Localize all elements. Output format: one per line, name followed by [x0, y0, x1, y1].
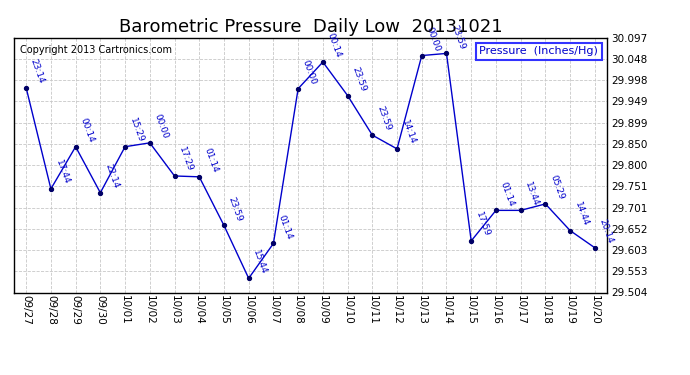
Point — [169, 173, 180, 179]
Point — [441, 50, 452, 56]
Text: 00:00: 00:00 — [301, 58, 318, 86]
Point — [219, 222, 230, 228]
Point — [589, 245, 600, 251]
Point — [317, 59, 328, 65]
Text: 01:14: 01:14 — [499, 180, 516, 208]
Point — [515, 207, 526, 213]
Point — [243, 275, 254, 281]
Text: 20:14: 20:14 — [598, 218, 615, 245]
Text: 17:59: 17:59 — [474, 211, 491, 238]
Text: 00:14: 00:14 — [326, 32, 343, 59]
Text: 23:59: 23:59 — [375, 105, 393, 132]
Point — [491, 207, 502, 213]
Point — [367, 132, 378, 138]
Text: 17:44: 17:44 — [54, 159, 71, 186]
Text: 01:14: 01:14 — [202, 147, 219, 174]
Text: 14:44: 14:44 — [573, 201, 590, 228]
Point — [70, 144, 81, 150]
Point — [268, 240, 279, 246]
Point — [342, 93, 353, 99]
Text: 23:59: 23:59 — [449, 23, 466, 51]
Text: 23:14: 23:14 — [29, 58, 46, 85]
Point — [391, 146, 402, 152]
Text: 01:14: 01:14 — [276, 213, 293, 241]
Text: 13:44: 13:44 — [524, 180, 541, 208]
Point — [564, 228, 575, 234]
Text: 23:59: 23:59 — [351, 66, 368, 93]
Point — [540, 201, 551, 207]
Text: 22:14: 22:14 — [103, 163, 120, 190]
Point — [21, 85, 32, 91]
Point — [416, 53, 427, 58]
Text: 15:44: 15:44 — [251, 248, 268, 276]
Text: Copyright 2013 Cartronics.com: Copyright 2013 Cartronics.com — [20, 45, 172, 55]
Legend: Pressure  (Inches/Hg): Pressure (Inches/Hg) — [476, 43, 602, 60]
Point — [293, 86, 304, 92]
Text: 17:29: 17:29 — [177, 146, 195, 173]
Text: 15:29: 15:29 — [128, 117, 145, 144]
Title: Barometric Pressure  Daily Low  20131021: Barometric Pressure Daily Low 20131021 — [119, 18, 502, 36]
Text: 00:14: 00:14 — [79, 117, 96, 144]
Text: 00:00: 00:00 — [424, 26, 442, 53]
Point — [46, 186, 57, 192]
Point — [95, 190, 106, 196]
Text: 14:14: 14:14 — [400, 119, 417, 146]
Point — [144, 140, 155, 146]
Point — [466, 238, 477, 244]
Text: 23:59: 23:59 — [227, 195, 244, 223]
Text: 05:29: 05:29 — [548, 174, 565, 201]
Point — [119, 144, 130, 150]
Text: 00:00: 00:00 — [152, 112, 170, 140]
Point — [194, 174, 205, 180]
